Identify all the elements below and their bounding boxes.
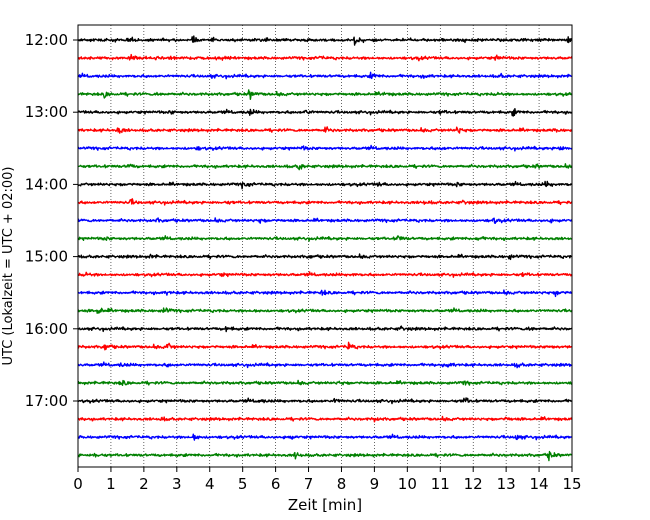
x-tick-label: 13 xyxy=(497,475,516,493)
x-tick-label: 14 xyxy=(530,475,549,493)
y-tick-label: 17:00 xyxy=(25,392,68,410)
y-axis-label: UTC (Lokalzeit = UTC + 02:00) xyxy=(1,167,16,366)
trace-line xyxy=(77,397,573,405)
trace-line xyxy=(77,253,573,261)
trace-line xyxy=(77,144,573,152)
x-tick-label: 0 xyxy=(73,475,83,493)
y-tick-label: 14:00 xyxy=(25,175,68,193)
y-tick-label: 15:00 xyxy=(25,248,68,266)
x-tick-label: 15 xyxy=(562,475,581,493)
x-tick-label: 7 xyxy=(304,475,314,493)
trace-line xyxy=(77,379,573,386)
x-tick-label: 4 xyxy=(205,475,215,493)
y-tick-label: 16:00 xyxy=(25,320,68,338)
x-tick-label: 3 xyxy=(172,475,182,493)
trace-line xyxy=(77,53,573,62)
trace-line xyxy=(77,433,573,441)
trace-line xyxy=(77,289,573,298)
trace-line xyxy=(77,198,573,206)
trace-line xyxy=(77,126,573,134)
y-tick-label: 12:00 xyxy=(25,31,68,49)
trace-line xyxy=(77,71,573,80)
x-tick-label: 8 xyxy=(337,475,347,493)
x-tick-label: 1 xyxy=(106,475,116,493)
x-tick-label: 10 xyxy=(398,475,417,493)
trace-line xyxy=(77,235,573,242)
x-tick-label: 11 xyxy=(431,475,450,493)
x-axis-label: Zeit [min] xyxy=(288,496,362,514)
plot-frame xyxy=(77,24,573,468)
trace-line xyxy=(77,108,573,117)
x-tick-label: 9 xyxy=(370,475,380,493)
trace-line xyxy=(77,361,573,369)
trace-line xyxy=(77,307,573,314)
trace-line xyxy=(77,35,573,46)
y-axis: 12:00 13:00 14:00 15:00 16:00 17:00 xyxy=(25,31,78,410)
x-tick-label: 6 xyxy=(271,475,281,493)
trace-line xyxy=(77,163,573,171)
trace-line xyxy=(77,325,573,333)
trace-line xyxy=(77,89,573,100)
trace-line xyxy=(77,450,573,462)
trace-line xyxy=(77,180,573,190)
trace-line xyxy=(77,415,573,423)
x-axis: 0 1 2 3 4 5 6 7 8 9 10 11 12 13 14 15 xyxy=(73,467,582,493)
trace-line xyxy=(77,341,573,351)
trace-line xyxy=(77,217,573,224)
y-tick-label: 13:00 xyxy=(25,103,68,121)
x-tick-label: 12 xyxy=(464,475,483,493)
trace-line xyxy=(77,271,573,278)
x-tick-label: 2 xyxy=(139,475,149,493)
traces-layer xyxy=(77,35,573,462)
x-tick-label: 5 xyxy=(238,475,248,493)
